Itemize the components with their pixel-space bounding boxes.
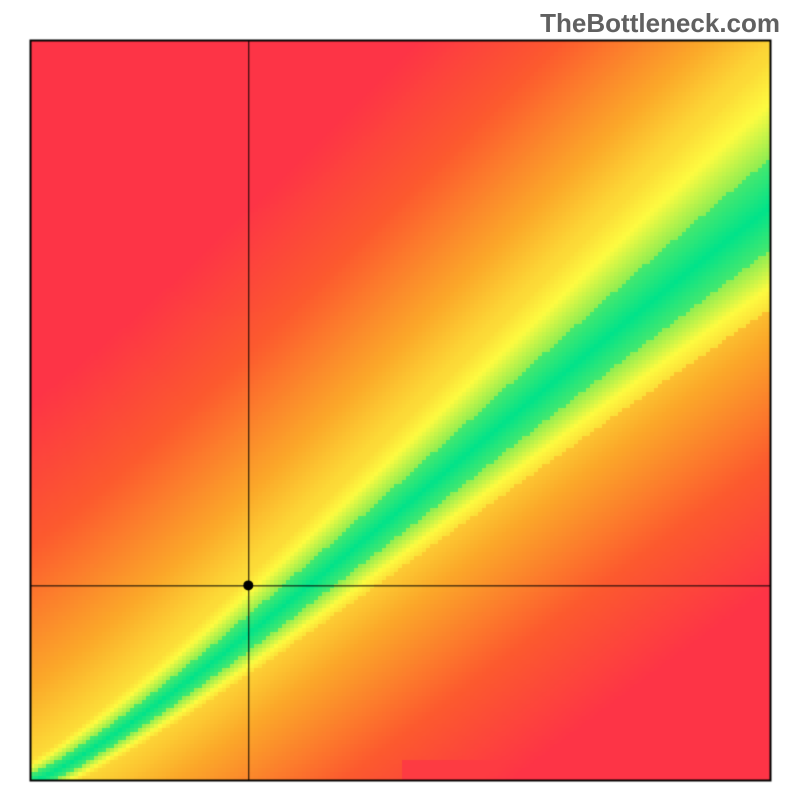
bottleneck-chart: TheBottleneck.com — [0, 0, 800, 800]
watermark-label: TheBottleneck.com — [540, 8, 780, 39]
heatmap-canvas — [0, 0, 800, 800]
